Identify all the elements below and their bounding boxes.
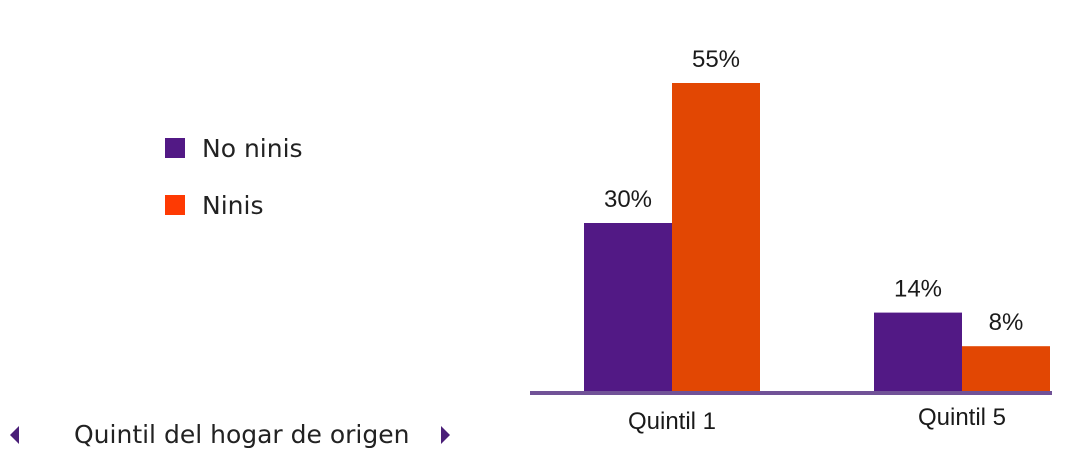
legend-swatch-ninis	[165, 195, 185, 215]
legend-item-ninis: Ninis	[165, 190, 303, 220]
bar-ninis-quintil-1	[672, 83, 760, 391]
x-tick-label-quintil-5: Quintil 5	[918, 404, 1006, 431]
legend-swatch-no-ninis	[165, 138, 185, 158]
bar-ninis-quintil-5	[962, 346, 1050, 391]
data-label-ninis-quintil-5: 8%	[989, 309, 1024, 336]
bar-no-ninis-quintil-1	[584, 223, 672, 391]
bar-no-ninis-quintil-5	[874, 312, 962, 391]
legend-label-ninis: Ninis	[202, 190, 264, 220]
legend: No ninis Ninis	[165, 133, 303, 247]
caption-text: Quintil del hogar de origen	[74, 420, 410, 449]
footer-caption: Quintil del hogar de origen	[10, 420, 451, 449]
x-tick-labels: Quintil 1 Quintil 5	[628, 404, 1006, 435]
labels-layer: 30% 55% 14% 8%	[604, 46, 1023, 336]
data-label-ninis-quintil-1: 55%	[692, 46, 740, 73]
data-label-no-ninis-quintil-5: 14%	[894, 276, 942, 303]
bars-layer	[584, 83, 1050, 391]
legend-item-no-ninis: No ninis	[165, 133, 303, 163]
x-tick-label-quintil-1: Quintil 1	[628, 408, 716, 435]
legend-label-no-ninis: No ninis	[202, 133, 303, 163]
data-label-no-ninis-quintil-1: 30%	[604, 186, 652, 213]
arrow-right-icon	[441, 425, 451, 444]
arrow-left-icon	[10, 425, 19, 444]
